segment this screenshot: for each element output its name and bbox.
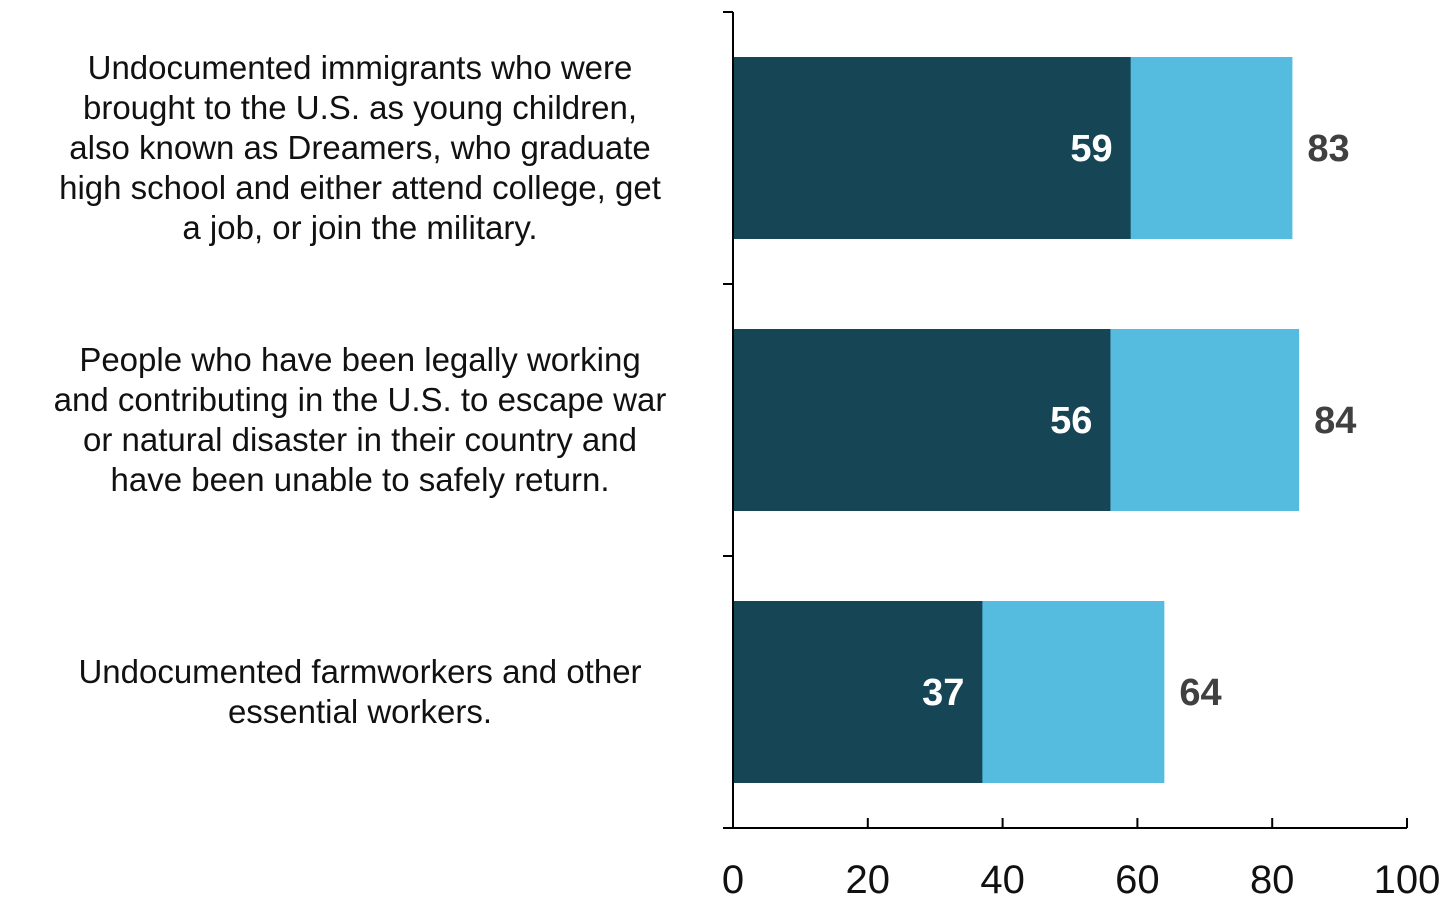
x-tick-label-0: 0 bbox=[722, 858, 744, 897]
category-label-3: Undocumented farmworkers and other essent… bbox=[78, 653, 641, 730]
x-tick-label-20: 20 bbox=[846, 858, 891, 897]
data-label-total-2: 84 bbox=[1314, 400, 1356, 442]
x-tick-label-40: 40 bbox=[980, 858, 1025, 897]
x-tick-label-60: 60 bbox=[1115, 858, 1160, 897]
data-label-total-1: 83 bbox=[1307, 128, 1349, 170]
x-tick-label-100: 100 bbox=[1374, 858, 1441, 897]
data-label-strong-3: 37 bbox=[922, 672, 964, 714]
data-label-strong-1: 59 bbox=[1070, 128, 1112, 170]
bar-strong-2 bbox=[733, 329, 1111, 511]
category-label-1: Undocumented immigrants who were brought … bbox=[59, 49, 661, 246]
bar-strong-1 bbox=[733, 57, 1131, 239]
bar-strong-3 bbox=[733, 601, 983, 783]
data-label-strong-2: 56 bbox=[1050, 400, 1092, 442]
category-labels: Undocumented immigrants who were brought … bbox=[54, 49, 667, 730]
axes: 0 20 40 60 80 100 bbox=[722, 11, 1441, 897]
x-tick-label-80: 80 bbox=[1250, 858, 1295, 897]
category-label-2: People who have been legally working and … bbox=[54, 341, 667, 498]
data-label-total-3: 64 bbox=[1179, 672, 1221, 714]
bars: 59 83 56 84 37 64 bbox=[733, 57, 1356, 783]
